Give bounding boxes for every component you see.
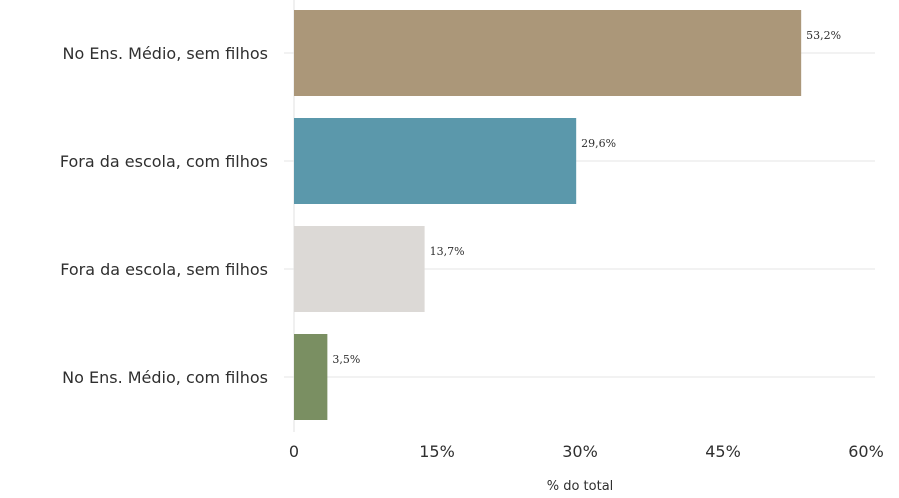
x-tick-label: 30% [562,442,598,461]
bar-value-label: 13,7% [430,245,465,258]
value-labels-layer: 53,2% 29,6% 13,7% 3,5% [332,29,841,366]
bars-layer [294,10,802,420]
category-labels-layer: No Ens. Médio, sem filhos Fora da escola,… [60,44,268,387]
x-axis-title: % do total [547,479,614,494]
x-tick-label: 60% [848,442,884,461]
bar [294,334,328,420]
x-tick-label: 45% [705,442,741,461]
category-label: Fora da escola, com filhos [60,152,268,171]
x-tick-label: 0 [289,442,299,461]
bar-value-label: 29,6% [581,137,616,150]
bar [294,118,577,204]
bar-value-label: 53,2% [806,29,841,42]
category-label: Fora da escola, sem filhos [60,260,268,279]
bar-value-label: 3,5% [332,353,360,366]
x-tick-label: 15% [419,442,455,461]
category-label: No Ens. Médio, sem filhos [63,44,268,63]
category-label: No Ens. Médio, com filhos [62,368,268,387]
grid-layer [284,52,875,378]
bar [294,10,802,96]
bar [294,226,425,312]
x-axis-ticks: 0 15% 30% 45% 60% [289,442,884,461]
